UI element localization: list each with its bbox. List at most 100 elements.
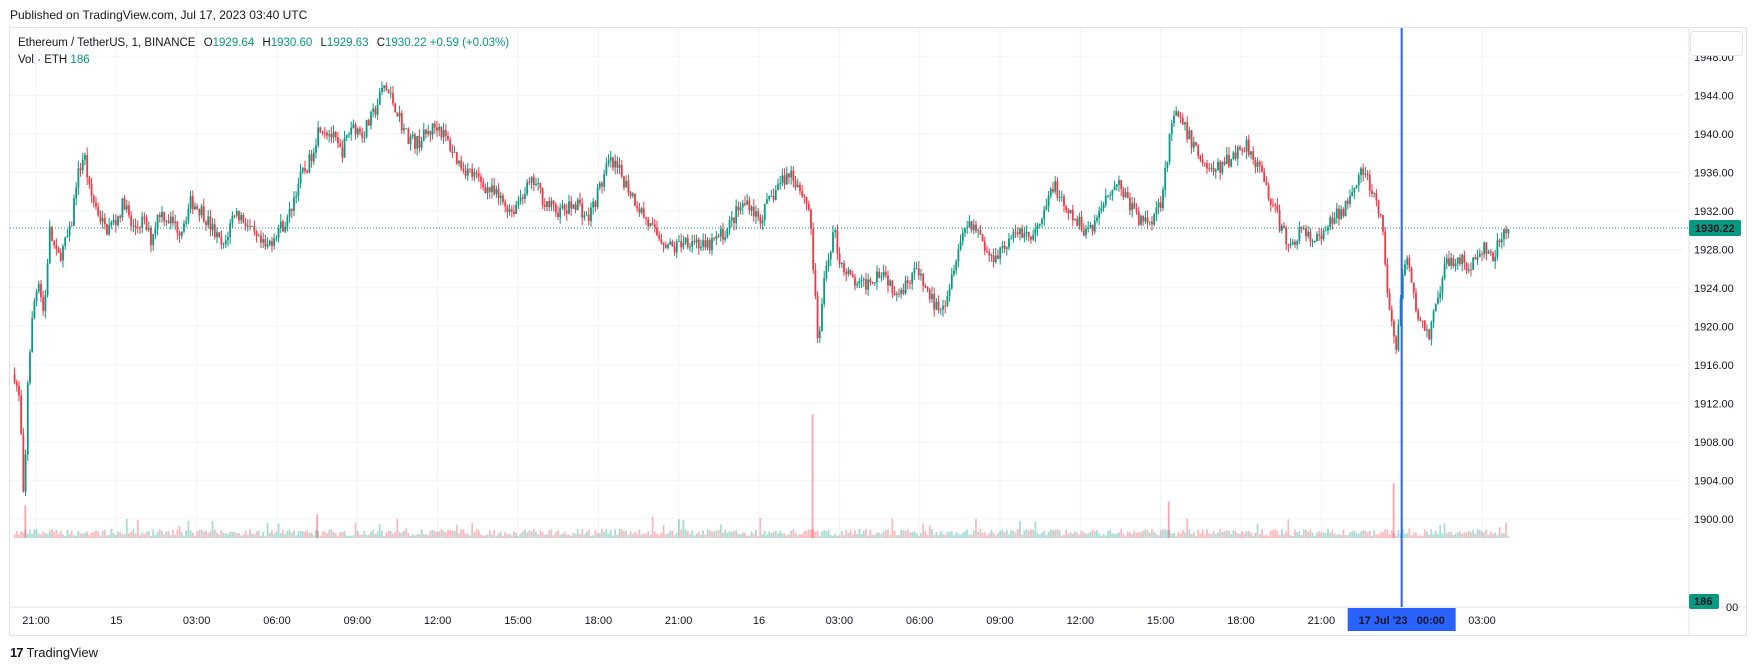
volume-bar — [319, 535, 322, 538]
chart-settings-button[interactable] — [1690, 31, 1743, 56]
candle-body — [1410, 267, 1413, 283]
candle-body — [1298, 226, 1301, 241]
volume-bar — [1476, 529, 1479, 538]
candle-body — [1331, 217, 1334, 224]
candle-body — [592, 201, 595, 208]
volume-bar — [559, 535, 562, 538]
volume-bar — [134, 533, 137, 538]
volume-bar — [1329, 532, 1332, 538]
volume-bar — [156, 531, 159, 538]
volume-bar — [836, 535, 839, 538]
volume-bar — [583, 534, 586, 538]
candle-body — [350, 127, 353, 135]
y-tick-label: 1936.00 — [1694, 167, 1734, 179]
volume-bar — [1496, 535, 1499, 538]
volume-bar — [297, 531, 300, 538]
volume-bar — [792, 529, 795, 538]
volume-bar — [823, 530, 826, 538]
candle-body — [898, 293, 900, 295]
volume-bar — [1225, 530, 1228, 538]
volume-bar — [1030, 529, 1032, 538]
x-tick-label: 06:00 — [906, 615, 934, 627]
volume-bar — [660, 532, 663, 538]
candle-body — [1060, 196, 1063, 198]
volume-bar — [176, 529, 179, 538]
volume-bar — [631, 534, 634, 538]
volume-bar — [519, 533, 522, 538]
volume-bar — [365, 534, 368, 538]
candle-body — [132, 225, 135, 227]
volume-bar — [977, 531, 980, 538]
volume-bar — [656, 533, 658, 538]
candle-body — [480, 176, 482, 182]
candle-body — [334, 132, 337, 138]
candle-body — [433, 123, 436, 128]
volume-bar — [915, 533, 918, 538]
volume-bar — [825, 531, 828, 538]
candle-body — [1234, 152, 1237, 159]
candle-body — [414, 134, 416, 149]
volume-bar — [814, 531, 817, 538]
volume-bar — [706, 529, 709, 538]
volume-bar — [983, 532, 986, 538]
candle-body — [1285, 228, 1288, 245]
volume-bar — [339, 532, 342, 538]
volume-bar — [20, 531, 23, 538]
candle-body — [1058, 197, 1061, 199]
candle-body — [1276, 205, 1279, 211]
volume-bar — [484, 535, 487, 538]
volume-bar — [1142, 530, 1145, 538]
last-price-label: 1930.22 — [1695, 223, 1735, 235]
candle-body — [288, 208, 291, 217]
candle-body — [1052, 189, 1054, 192]
volume-bar — [332, 532, 335, 538]
candle-body — [667, 244, 669, 248]
candle-body — [1265, 181, 1268, 186]
chart-frame[interactable] — [9, 27, 1747, 636]
y-tick-label: 1916.00 — [1694, 360, 1734, 372]
candle-body — [1333, 217, 1336, 224]
volume-bar — [299, 530, 302, 538]
candle-body — [211, 224, 214, 230]
volume-bar — [1419, 535, 1422, 538]
legend-change: +0.59 (+0.03%) — [429, 37, 510, 49]
candle-body — [1036, 225, 1039, 229]
volume-bar — [605, 528, 608, 538]
volume-bar — [409, 535, 412, 538]
candle-body — [284, 226, 287, 232]
volume-bar — [286, 530, 289, 538]
candle-body — [1188, 130, 1191, 140]
candle-body — [983, 241, 986, 251]
volume-bar — [601, 529, 603, 538]
candle-body — [1294, 241, 1296, 245]
candle-body — [1113, 186, 1116, 190]
volume-bar — [898, 535, 900, 538]
volume-bar — [1263, 535, 1266, 538]
candle-body — [271, 241, 273, 247]
legend-symbol[interactable]: Ethereum / TetherUS, 1, BINANCE — [18, 37, 196, 49]
x-tick-label: 03:00 — [1468, 615, 1496, 627]
candle-body — [1104, 195, 1107, 205]
candle-body — [596, 187, 599, 207]
volume-bar — [1010, 530, 1013, 538]
candle-body — [818, 330, 821, 339]
candle-body — [477, 173, 480, 177]
candle-body — [363, 136, 366, 138]
volume-bar — [1316, 532, 1318, 538]
volume-bar — [1291, 535, 1294, 538]
volume-bar — [55, 529, 58, 538]
volume-spike-bar — [811, 414, 814, 538]
candle-body — [961, 232, 964, 242]
volume-bar — [1067, 533, 1070, 538]
legend-vol-label[interactable]: Vol · ETH — [18, 54, 68, 66]
volume-bar — [1390, 530, 1393, 538]
x-tick-label: 21:00 — [1308, 615, 1336, 627]
volume-bar — [348, 535, 350, 538]
volume-bar — [152, 529, 155, 538]
candle-body — [1360, 168, 1362, 176]
candle-body — [847, 269, 850, 274]
tradingview-logo[interactable]: 17 TradingView — [10, 645, 98, 660]
candle-body — [887, 275, 889, 286]
volume-bar — [856, 533, 859, 538]
